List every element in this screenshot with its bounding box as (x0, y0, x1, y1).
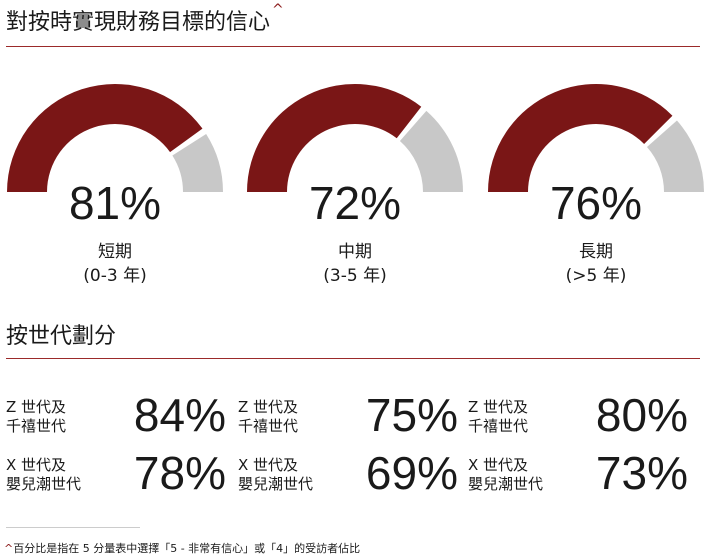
gen-x-short: X 世代及 嬰兒潮世代 78% (6, 447, 236, 500)
gen-z-long: Z 世代及 千禧世代 80% (468, 389, 698, 442)
gen-z-label-2: 千禧世代 (6, 417, 67, 435)
footnote-mark: ^ (4, 542, 14, 555)
title-divider (6, 46, 700, 47)
gauge-short-term: 81% 短期 (0-3 年) (0, 80, 230, 295)
gauge-value-arc (7, 83, 203, 192)
footnote: ^百分比是指在 5 分量表中選擇「5 - 非常有信心」或「4」的受訪者佔比 (4, 540, 360, 556)
gen-z-mid-value: 75% (365, 389, 458, 441)
gauge-mid-term: 72% 中期 (3-5 年) (240, 80, 470, 295)
gauge-short-term-value: 81% (68, 177, 162, 229)
title-footnote-mark: ^ (272, 2, 284, 18)
gen-x-label-2: 嬰兒潮世代 (238, 475, 314, 493)
gauge-short-term-label: 短期 (98, 242, 132, 262)
gauge-long-term-label: 長期 (579, 242, 613, 262)
gauge-long-term-arc (488, 83, 704, 192)
gen-x-short-value: 78% (133, 447, 226, 499)
gen-x-mid: X 世代及 嬰兒潮世代 69% (238, 447, 468, 500)
page-title: 對按時實現財務目標的信心 ^ (6, 2, 284, 35)
gauge-long-term-value: 76% (549, 177, 643, 229)
gauge-remaining-arc (172, 134, 223, 192)
gen-x-label-1: X 世代及 (6, 456, 67, 474)
gauge-short-term-sub: (0-3 年) (83, 266, 147, 286)
gen-z-long-value: 80% (595, 389, 688, 441)
gauge-mid-term-value: 72% (308, 177, 402, 229)
gauge-mid-term-sub: (3-5 年) (323, 266, 387, 286)
gen-z-mid: Z 世代及 千禧世代 75% (238, 389, 468, 442)
section-divider (6, 358, 700, 359)
gauge-remaining-arc (646, 120, 704, 192)
footnote-divider (6, 527, 140, 528)
gen-x-label-1: X 世代及 (468, 456, 529, 474)
gauge-short-term-arc (7, 83, 223, 192)
gauge-long-term-sub: (>5 年) (565, 266, 627, 286)
gen-z-label-1: Z 世代及 (468, 398, 529, 416)
gen-z-label-1: Z 世代及 (238, 398, 299, 416)
gen-x-label-2: 嬰兒潮世代 (468, 475, 544, 493)
gen-x-long: X 世代及 嬰兒潮世代 73% (468, 447, 698, 500)
gen-z-short: Z 世代及 千禧世代 84% (6, 389, 236, 442)
gen-z-short-value: 84% (133, 389, 226, 441)
footnote-text: 百分比是指在 5 分量表中選擇「5 - 非常有信心」或「4」的受訪者佔比 (13, 542, 361, 555)
gauge-mid-term-arc (247, 84, 463, 192)
gen-z-label-1: Z 世代及 (6, 398, 67, 416)
gen-z-label-2: 千禧世代 (468, 417, 529, 435)
gauge-value-arc (247, 84, 422, 192)
gen-z-label-2: 千禧世代 (238, 417, 299, 435)
gen-x-long-value: 73% (595, 447, 688, 499)
gen-x-label-2: 嬰兒潮世代 (6, 475, 82, 493)
gen-x-mid-value: 69% (365, 447, 458, 499)
gauge-mid-term-label: 中期 (338, 242, 372, 262)
gen-x-label-1: X 世代及 (238, 456, 299, 474)
gauge-remaining-arc (399, 110, 463, 192)
section-title-generation: 按世代劃分 (6, 324, 117, 349)
gauge-long-term: 76% 長期 (>5 年) (481, 80, 710, 295)
gauge-value-arc (488, 83, 673, 192)
